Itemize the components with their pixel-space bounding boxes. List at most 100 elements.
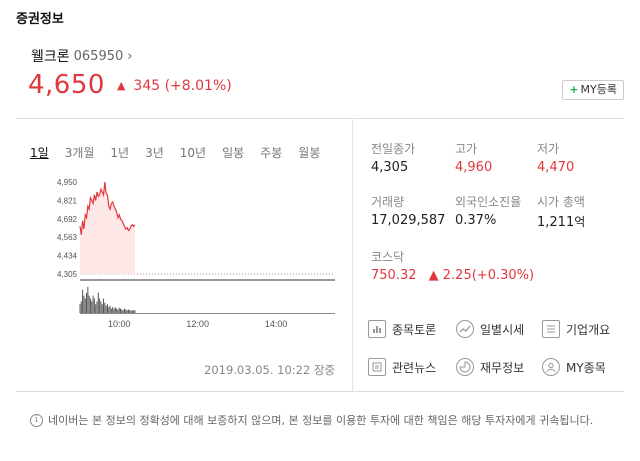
link-financials[interactable]: 재무정보	[456, 358, 524, 376]
stock-name[interactable]: 웰크론	[31, 49, 70, 65]
volume-bar	[116, 308, 118, 313]
x-tick-label: 10:00	[108, 319, 131, 329]
volume-bar	[88, 295, 90, 313]
link-daily-price[interactable]: 일별시세	[456, 320, 524, 338]
stat-value: 0.37%	[455, 213, 497, 228]
volume-bar	[131, 310, 133, 313]
disclaimer-text: 네이버는 본 정보의 정확성에 대해 보증하지 않으며, 본 정보를 이용한 투…	[48, 414, 594, 427]
tab-3month[interactable]: 3개월	[64, 146, 95, 160]
current-price: 4,650	[28, 70, 105, 100]
stat-volume: 거래량 17,029,587	[371, 193, 445, 228]
market-cap-value: 1,211	[537, 215, 575, 230]
stat-value: 4,470	[537, 160, 575, 175]
link-label: 관련뉴스	[392, 360, 437, 375]
tab-3year[interactable]: 3년	[145, 146, 164, 160]
stock-header[interactable]: 웰크론 065950 ›	[31, 46, 132, 66]
volume-bar	[86, 292, 88, 313]
stat-low: 저가 4,470	[537, 140, 574, 175]
link-label: 재무정보	[480, 360, 525, 375]
tab-10year[interactable]: 10년	[179, 146, 207, 160]
link-label: MY종목	[566, 360, 606, 375]
up-arrow-icon: ▲	[428, 268, 439, 283]
pie-icon	[456, 358, 474, 376]
tab-1day[interactable]: 1일	[30, 146, 49, 160]
volume-bar	[91, 301, 93, 313]
plus-icon: +	[569, 83, 579, 96]
chart-icon	[368, 320, 386, 338]
y-tick-label: 4,305	[57, 270, 78, 279]
info-icon: i	[30, 413, 43, 427]
add-to-my-label: MY등록	[580, 83, 617, 96]
chevron-right-icon[interactable]: ›	[127, 48, 133, 64]
volume-bar	[104, 302, 106, 313]
up-arrow-icon: ▲	[116, 79, 126, 92]
y-tick-label: 4,563	[57, 233, 78, 242]
volume-bar	[100, 301, 102, 313]
tab-weekly-candle[interactable]: 주봉	[260, 146, 283, 160]
stat-value: 4,305	[371, 160, 409, 175]
volume-bar	[134, 310, 136, 313]
price-change: 345 (+8.01%)	[133, 78, 232, 94]
price-chart: 4,950 4,821 4,692 4,563 4,434 4,305 10:00 12:00…	[57, 178, 335, 329]
stat-index: 코스닥 750.32 ▲ 2.25(+0.30%)	[371, 248, 534, 283]
disclaimer: i 네이버는 본 정보의 정확성에 대해 보증하지 않으며, 본 정보를 이용한…	[30, 412, 593, 428]
tab-1year[interactable]: 1년	[110, 146, 130, 160]
link-news[interactable]: 관련뉴스	[368, 358, 436, 376]
volume-bar	[126, 310, 128, 313]
section-title: 증권정보	[16, 12, 64, 27]
tab-daily-candle[interactable]: 일봉	[222, 146, 245, 160]
add-to-my-button[interactable]: + MY등록	[562, 80, 624, 100]
stat-value: 750.32 ▲ 2.25(+0.30%)	[371, 268, 534, 283]
stat-label: 외국인소진율	[455, 195, 522, 209]
volume-bar	[113, 308, 115, 313]
volume-bar	[89, 298, 91, 313]
volume-bar	[106, 304, 108, 313]
volume-bar	[118, 307, 120, 313]
timestamp: 2019.03.05. 10:22 장중	[204, 363, 336, 377]
stat-value: 1,211억	[537, 213, 585, 230]
volume-bar	[87, 286, 89, 313]
stock-code[interactable]: 065950	[73, 48, 124, 64]
volume-bar	[110, 308, 112, 313]
stat-label: 시가 총액	[537, 195, 585, 209]
volume-bar	[127, 309, 129, 313]
market-cap-unit: 억	[574, 215, 586, 229]
volume-bar	[117, 309, 119, 313]
link-my-stocks[interactable]: MY종목	[542, 358, 606, 376]
volume-bar	[125, 309, 127, 313]
panel-divider	[352, 118, 353, 392]
y-tick-label: 4,821	[57, 196, 78, 205]
volume-bar	[109, 305, 111, 313]
stat-market-cap: 시가 총액 1,211억	[537, 193, 585, 230]
volume-bar	[83, 295, 85, 313]
x-tick-label: 14:00	[265, 319, 288, 329]
chart-period-tabs: 1일 3개월 1년 3년 10년 일봉 주봉 월봉	[30, 144, 336, 161]
link-company-overview[interactable]: 기업개요	[542, 320, 610, 338]
volume-bar	[95, 304, 97, 313]
tab-monthly-candle[interactable]: 월봉	[298, 146, 321, 160]
stat-label: 코스닥	[371, 250, 405, 264]
volume-bar	[92, 295, 94, 313]
volume-bar	[96, 301, 98, 313]
link-discussion[interactable]: 종목토론	[368, 320, 436, 338]
link-label: 종목토론	[392, 322, 437, 337]
volume-bar	[122, 310, 124, 313]
volume-bar	[97, 292, 99, 313]
stat-label: 저가	[537, 142, 560, 156]
volume-bar	[123, 308, 125, 313]
volume-bar	[101, 304, 103, 313]
volume-bar	[99, 298, 101, 313]
link-label: 기업개요	[566, 322, 611, 337]
volume-bar	[105, 305, 107, 313]
index-change: 2.25(+0.30%)	[442, 268, 535, 283]
price-area	[80, 182, 135, 274]
volume-bar	[103, 298, 105, 313]
price-line	[79, 181, 136, 235]
stat-label: 고가	[455, 142, 478, 156]
volume-bar	[130, 310, 132, 313]
stat-label: 전일종가	[371, 142, 416, 156]
volume-bar	[93, 298, 95, 313]
stat-label: 거래량	[371, 195, 405, 209]
link-label: 일별시세	[480, 322, 525, 337]
index-value: 750.32	[371, 268, 417, 283]
